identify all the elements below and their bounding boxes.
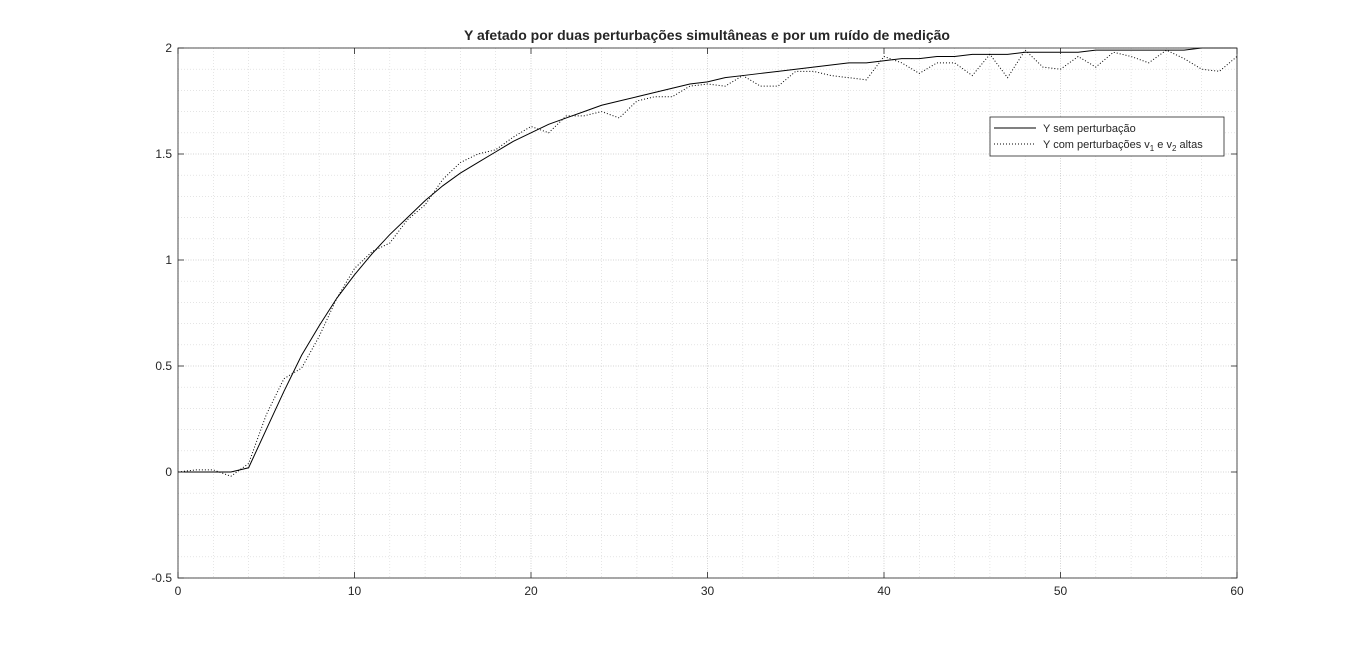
x-tick-label: 30 bbox=[701, 584, 715, 598]
legend-label-part-1: Y com perturbações v bbox=[1043, 139, 1150, 151]
legend-label-y-com-perturbacoes: Y com perturbações v1 e v2 altas bbox=[1043, 139, 1203, 153]
y-tick-label: 0 bbox=[165, 465, 172, 479]
x-tick-label: 50 bbox=[1054, 584, 1068, 598]
legend-box bbox=[989, 116, 1225, 157]
x-tick-label: 40 bbox=[877, 584, 891, 598]
y-tick-label: 2 bbox=[165, 41, 172, 55]
x-tick-label: 60 bbox=[1230, 584, 1244, 598]
y-axis-tick-labels: -0.5 0 0.5 1 1.5 2 bbox=[151, 41, 172, 585]
x-tick-label: 10 bbox=[348, 584, 362, 598]
chart-title: Y afetado por duas perturbações simultân… bbox=[464, 27, 950, 43]
y-tick-label: 1 bbox=[165, 253, 172, 267]
y-tick-label: 1.5 bbox=[155, 147, 172, 161]
legend-subscript-1: 1 bbox=[1150, 144, 1155, 153]
x-tick-label: 20 bbox=[524, 584, 538, 598]
legend-label-part-2: e v bbox=[1154, 139, 1172, 151]
legend: Y sem perturbação Y com perturbações v1 … bbox=[989, 116, 1225, 157]
series-line-y-com-perturbacoes bbox=[177, 49, 1238, 477]
y-tick-label: -0.5 bbox=[151, 571, 172, 585]
x-tick-label: 0 bbox=[175, 584, 182, 598]
x-axis-tick-labels: 0 10 20 30 40 50 60 bbox=[175, 584, 1244, 598]
legend-label-y-sem-perturbacao: Y sem perturbação bbox=[1043, 123, 1136, 135]
axis-ticks bbox=[177, 47, 1238, 579]
legend-label-part-3: altas bbox=[1176, 139, 1203, 151]
y-tick-label: 0.5 bbox=[155, 359, 172, 373]
legend-subscript-2: 2 bbox=[1172, 144, 1177, 153]
